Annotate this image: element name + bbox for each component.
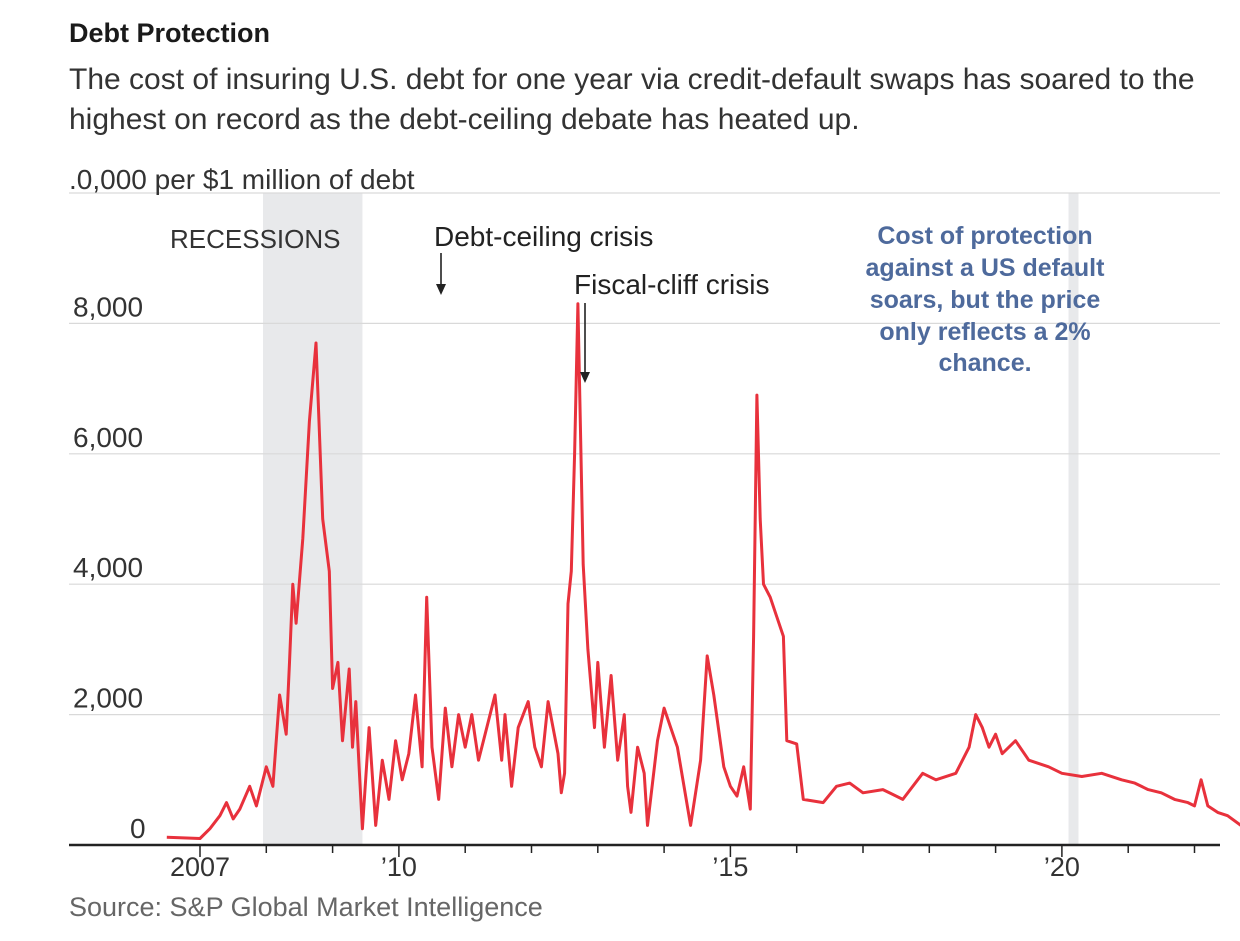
x-tick-label-2020: ’20 xyxy=(1044,852,1080,882)
source-note: Source: S&P Global Market Intelligence xyxy=(69,892,543,922)
y-tick-label-2000: 2,000 xyxy=(73,683,143,714)
x-axis-ticks: 2007 ’10 ’15 ’20 xyxy=(170,845,1196,882)
cds-cost-line xyxy=(166,302,1240,840)
debt-ceiling-annotation: Debt-ceiling crisis xyxy=(434,221,653,252)
chart-subtitle: The cost of insuring U.S. debt for one y… xyxy=(69,63,1195,136)
recession-band-0 xyxy=(262,193,363,845)
callout-text: Cost of protection against a US default … xyxy=(866,222,1106,377)
callout-line-3: soars, but the price xyxy=(870,286,1101,314)
gridlines xyxy=(69,192,1220,716)
y-axis-ticks: 0 2,000 4,000 6,000 8,000 xyxy=(73,291,146,844)
callout-line-5: chance. xyxy=(938,349,1031,377)
x-tick-label-2007: 2007 xyxy=(170,852,230,882)
x-tick-label-2010: ’10 xyxy=(381,852,417,882)
y-axis-unit-label: .0,000 per $1 million of debt xyxy=(69,164,415,195)
fiscal-cliff-arrowhead xyxy=(580,372,590,383)
callout-line-2: against a US default xyxy=(866,254,1106,282)
recession-band-1 xyxy=(1068,193,1079,845)
recessions-label: RECESSIONS xyxy=(170,224,341,254)
callout-line-1: Cost of protection xyxy=(877,222,1092,250)
y-tick-label-8000: 8,000 xyxy=(73,291,143,322)
y-tick-label-6000: 6,000 xyxy=(73,422,143,453)
y-tick-label-0: 0 xyxy=(130,813,146,844)
debt-ceiling-arrowhead xyxy=(436,284,446,295)
fiscal-cliff-annotation: Fiscal-cliff crisis xyxy=(574,269,769,300)
y-tick-label-4000: 4,000 xyxy=(73,552,143,583)
x-tick-label-2015: ’15 xyxy=(712,852,748,882)
callout-line-4: only reflects a 2% xyxy=(879,318,1090,346)
recession-shading xyxy=(262,193,1079,845)
chart-title: Debt Protection xyxy=(69,18,271,48)
